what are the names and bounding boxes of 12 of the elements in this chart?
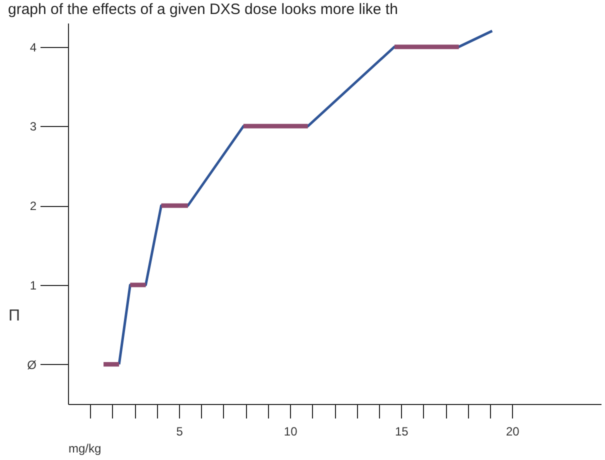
y-tick-label: 1 (30, 278, 37, 292)
y-tick-label: 2 (30, 199, 37, 214)
y-tick-label: 3 (30, 120, 37, 134)
x-tick-label: 5 (176, 424, 184, 438)
x-tick-label: 10 (284, 424, 298, 438)
x-tick-label: 20 (506, 424, 520, 438)
chart-title: graph of the effects of a given DXS dose looks more like th (8, 1, 398, 18)
x-tick-label: 15 (394, 424, 409, 438)
y-tick-label: Ø (27, 358, 36, 372)
x-axis-title: mg/kg (68, 442, 102, 456)
y-tick-label: 4 (30, 40, 37, 54)
y-axis-title: Π (8, 308, 20, 324)
